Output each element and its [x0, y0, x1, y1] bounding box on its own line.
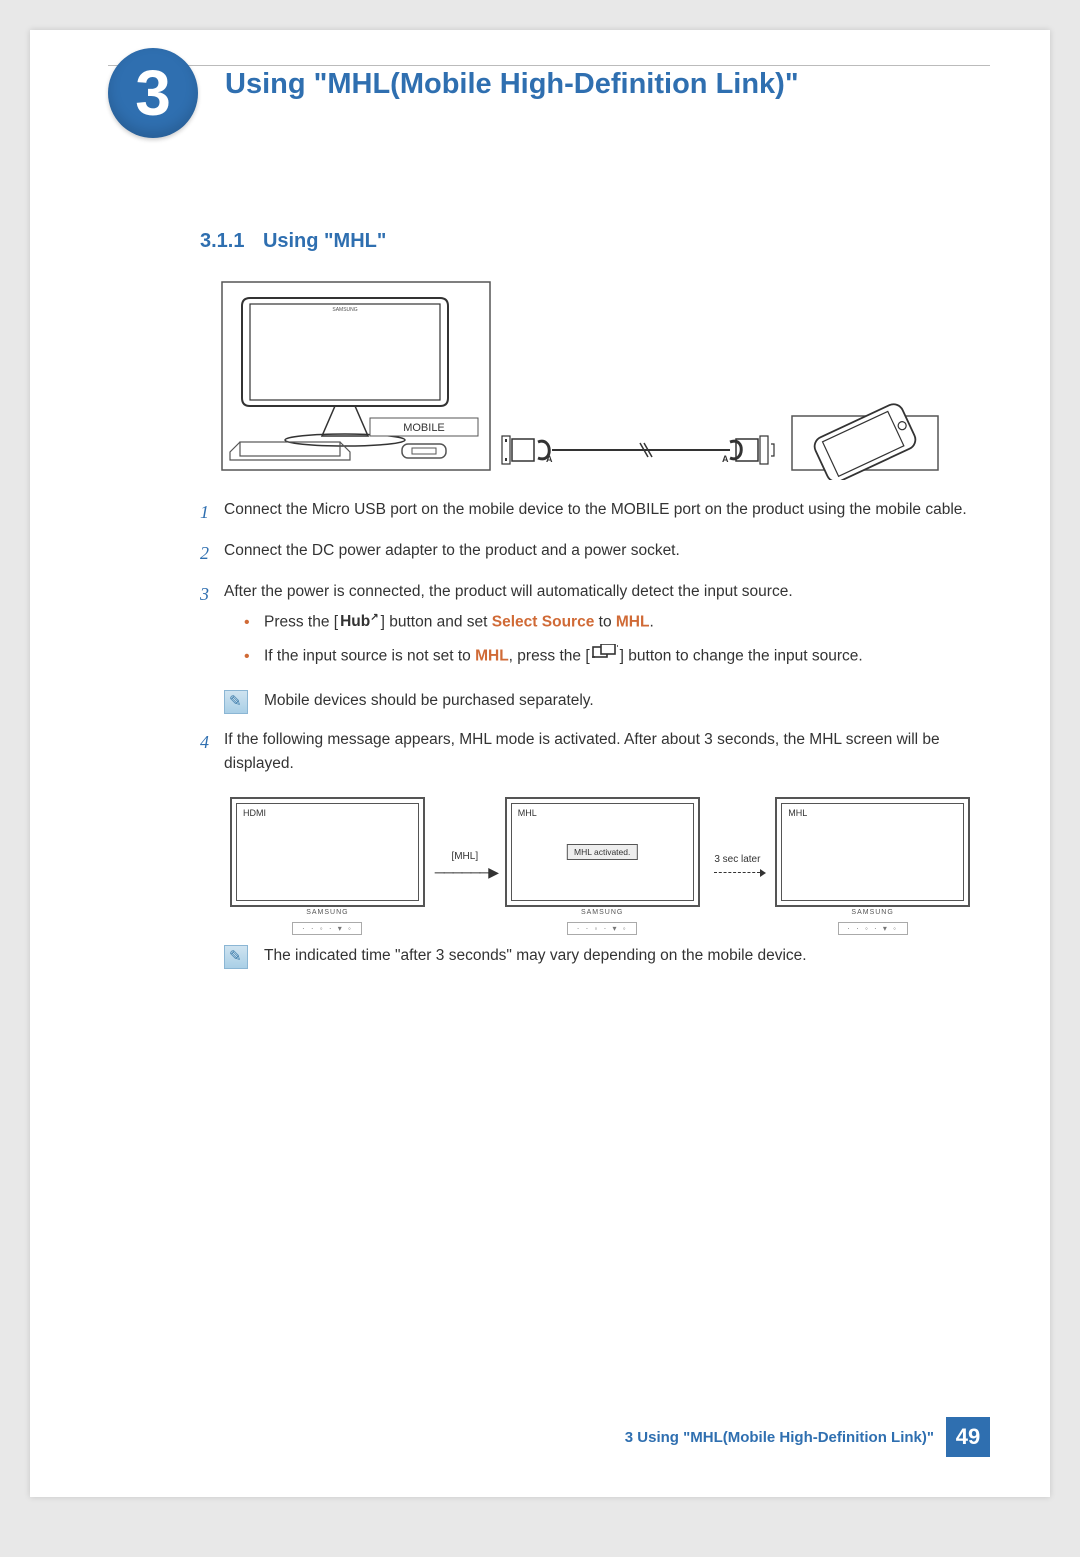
mhl-activated-message: MHL activated. — [567, 844, 637, 860]
screen-tag: MHL — [788, 808, 807, 818]
section-heading: 3.1.1 Using "MHL" — [200, 230, 386, 253]
sub-text: Press the [Hub↗] button and set Select S… — [264, 610, 970, 636]
note-text: Mobile devices should be purchased separ… — [264, 690, 594, 710]
step-number: 4 — [200, 728, 224, 778]
step-text: After the power is connected, the produc… — [224, 580, 970, 605]
screen-mhl-activated: MHL MHL activated. SAMSUNG · · ◦ · ▾ ◦ — [505, 797, 700, 935]
step-text: Connect the DC power adapter to the prod… — [224, 539, 970, 568]
select-source-label: Select Source — [492, 614, 595, 631]
arrow-mhl: [MHL] ──────▶ — [435, 851, 495, 881]
arrow-icon: ──────▶ — [435, 864, 495, 881]
note: The indicated time "after 3 seconds" may… — [224, 945, 970, 969]
step-2: 2 Connect the DC power adapter to the pr… — [200, 539, 970, 568]
header-rule — [108, 65, 990, 66]
chapter-title: Using "MHL(Mobile High-Definition Link)" — [225, 68, 799, 101]
svg-text:SAMSUNG: SAMSUNG — [332, 307, 357, 313]
sub-item: • If the input source is not set to MHL,… — [224, 644, 970, 670]
bullet-icon: • — [244, 610, 264, 636]
screen-brand: SAMSUNG — [505, 909, 700, 916]
note: Mobile devices should be purchased separ… — [224, 690, 970, 714]
connection-diagram: SAMSUNG MOBILE A — [220, 280, 940, 480]
page-number: 49 — [946, 1417, 990, 1457]
source-button-icon — [590, 644, 620, 669]
screen-controls: · · ◦ · ▾ ◦ — [292, 922, 362, 935]
screen-controls: · · ◦ · ▾ ◦ — [567, 922, 637, 935]
mobile-port-label: MOBILE — [403, 422, 445, 434]
note-icon — [224, 690, 248, 714]
note-icon — [224, 945, 248, 969]
note-text: The indicated time "after 3 seconds" may… — [264, 945, 807, 965]
screen-tag: MHL — [518, 808, 537, 818]
step-number: 2 — [200, 539, 224, 568]
arrow-3sec: 3 sec later — [710, 854, 766, 878]
arrow-icon — [710, 867, 766, 878]
screen-brand: SAMSUNG — [775, 909, 970, 916]
step-number: 1 — [200, 498, 224, 527]
svg-text:A: A — [546, 454, 553, 464]
screen-controls: · · ◦ · ▾ ◦ — [838, 922, 908, 935]
mhl-label: MHL — [475, 647, 509, 664]
screen-mhl: MHL SAMSUNG · · ◦ · ▾ ◦ — [775, 797, 970, 935]
step-body: After the power is connected, the produc… — [224, 580, 970, 678]
screen-hdmi: HDMI SAMSUNG · · ◦ · ▾ ◦ — [230, 797, 425, 935]
hub-button-icon: Hub↗ — [338, 610, 381, 635]
chapter-number: 3 — [135, 56, 171, 130]
step-text: Connect the Micro USB port on the mobile… — [224, 498, 970, 527]
step-text: If the following message appears, MHL mo… — [224, 728, 970, 778]
screen-brand: SAMSUNG — [230, 909, 425, 916]
screen-transition-diagram: HDMI SAMSUNG · · ◦ · ▾ ◦ [MHL] ──────▶ M… — [230, 797, 970, 935]
sub-list: • Press the [Hub↗] button and set Select… — [224, 610, 970, 669]
step-1: 1 Connect the Micro USB port on the mobi… — [200, 498, 970, 527]
section-title: Using "MHL" — [263, 230, 386, 252]
step-number: 3 — [200, 580, 224, 678]
arrow-label: [MHL] — [435, 851, 495, 862]
mhl-label: MHL — [616, 614, 650, 631]
screen-tag: HDMI — [243, 808, 266, 818]
sub-text: If the input source is not set to MHL, p… — [264, 644, 970, 670]
sub-item: • Press the [Hub↗] button and set Select… — [224, 610, 970, 636]
step-4: 4 If the following message appears, MHL … — [200, 728, 970, 778]
step-3: 3 After the power is connected, the prod… — [200, 580, 970, 678]
arrow-label: 3 sec later — [710, 854, 766, 865]
section-number: 3.1.1 — [200, 230, 244, 252]
svg-text:A: A — [722, 454, 729, 464]
footer-text: 3 Using "MHL(Mobile High-Definition Link… — [625, 1429, 934, 1446]
bullet-icon: • — [244, 644, 264, 670]
content-area: 1 Connect the Micro USB port on the mobi… — [200, 498, 970, 983]
chapter-number-badge: 3 — [108, 48, 198, 138]
page-footer: 3 Using "MHL(Mobile High-Definition Link… — [625, 1417, 990, 1457]
manual-page: 3 Using "MHL(Mobile High-Definition Link… — [30, 30, 1050, 1497]
